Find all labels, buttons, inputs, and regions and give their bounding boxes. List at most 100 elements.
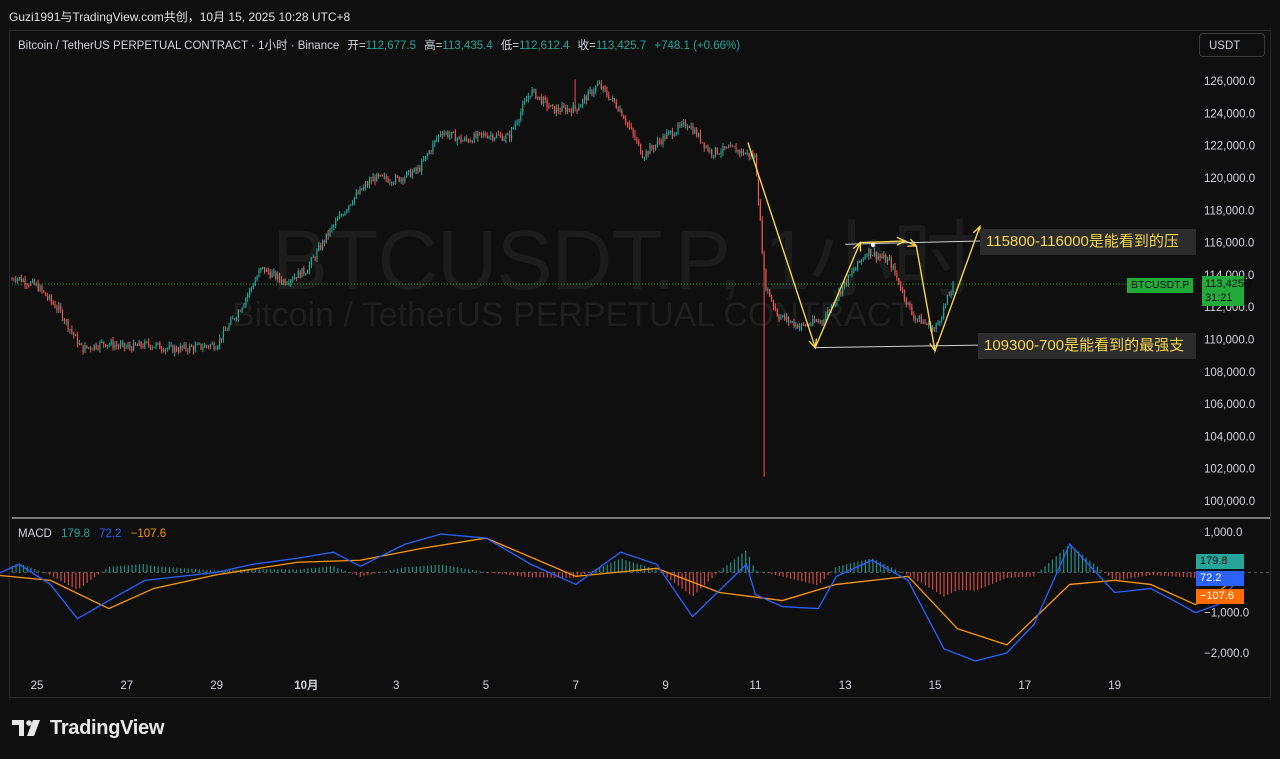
candle-body bbox=[297, 271, 299, 279]
candle-body bbox=[862, 258, 864, 260]
macd-histogram-bar bbox=[1122, 572, 1125, 580]
macd-histogram-bar bbox=[782, 572, 784, 577]
macd-histogram-bar bbox=[30, 567, 32, 573]
candle-body bbox=[664, 135, 666, 139]
macd-histogram-bar bbox=[191, 568, 193, 573]
candle-body bbox=[260, 267, 262, 271]
candle-body bbox=[920, 315, 922, 324]
macd-histogram-bar bbox=[419, 566, 421, 573]
macd-histogram-bar bbox=[632, 562, 635, 573]
candle-body bbox=[744, 153, 746, 155]
candle-body bbox=[926, 323, 928, 325]
high-label: 高= bbox=[424, 40, 443, 52]
macd-axis-label: −2,000.0 bbox=[1204, 648, 1249, 660]
candle-body bbox=[350, 204, 352, 206]
candle-body bbox=[235, 318, 238, 320]
macd-histogram-bar bbox=[228, 570, 230, 573]
candle-body bbox=[155, 343, 157, 347]
candle-body bbox=[366, 183, 369, 186]
macd-histogram-bar bbox=[681, 572, 683, 589]
candle-body bbox=[187, 349, 189, 352]
macd-histogram-bar bbox=[696, 572, 698, 593]
candle-body bbox=[63, 319, 65, 322]
drawings[interactable] bbox=[747, 142, 982, 354]
candle-body bbox=[883, 255, 885, 258]
candle-body bbox=[649, 145, 651, 155]
candle-body bbox=[466, 138, 468, 140]
candle-body bbox=[707, 146, 709, 151]
candle-body bbox=[943, 306, 945, 318]
candle-body bbox=[411, 171, 413, 178]
candle-body bbox=[138, 341, 140, 346]
candle-body bbox=[217, 346, 219, 349]
candle-body bbox=[426, 154, 428, 157]
candle-body bbox=[449, 135, 451, 137]
tradingview-logo[interactable]: TradingView bbox=[12, 716, 164, 740]
macd-histogram-bar bbox=[726, 565, 728, 573]
macd-histogram-bar bbox=[677, 572, 679, 586]
candle-body bbox=[43, 290, 45, 293]
time-axis-label: 10月 bbox=[294, 679, 318, 692]
candle-body bbox=[67, 320, 69, 330]
support-annotation[interactable]: 109300-700是能看到的最强支 bbox=[978, 333, 1196, 359]
candle-body bbox=[748, 152, 750, 157]
candle-body bbox=[284, 280, 286, 285]
hist-value-badge: −107.6 bbox=[1196, 589, 1244, 604]
candle-body bbox=[746, 152, 748, 154]
macd-histogram-bar bbox=[599, 567, 601, 573]
candle-body bbox=[121, 342, 123, 344]
price-axis-label: 122,000.0 bbox=[1204, 141, 1255, 153]
macd-histogram-bar bbox=[580, 572, 582, 576]
macd-histogram-bar bbox=[1160, 572, 1162, 576]
macd-histogram-bar bbox=[745, 550, 747, 573]
candle-body bbox=[638, 141, 640, 145]
candle-body bbox=[97, 348, 99, 350]
candle-body bbox=[735, 147, 737, 153]
candle-body bbox=[507, 134, 509, 136]
resistance-annotation[interactable]: 115800-116000是能看到的压 bbox=[980, 229, 1196, 255]
macd-histogram-bar bbox=[296, 569, 298, 573]
low-label: 低= bbox=[500, 40, 520, 52]
time-axis-label: 5 bbox=[483, 680, 489, 692]
macd-histogram-bar bbox=[195, 569, 197, 573]
candle-body bbox=[389, 182, 391, 184]
candle-body bbox=[134, 342, 137, 345]
macd-histogram-bar bbox=[872, 558, 874, 573]
last-price-box: 113,425.7 31:21 bbox=[1202, 276, 1253, 306]
macd-histogram-bar bbox=[116, 566, 118, 573]
candle-body bbox=[237, 311, 239, 319]
macd-pane bbox=[0, 533, 1241, 662]
candle-body bbox=[724, 146, 726, 149]
candle-body bbox=[737, 150, 739, 153]
time-axis-label: 29 bbox=[210, 680, 223, 692]
candle-body bbox=[583, 96, 586, 100]
candle-body bbox=[726, 147, 728, 149]
candle-body bbox=[50, 295, 52, 302]
candle-body bbox=[484, 133, 486, 136]
candle-body bbox=[795, 324, 797, 327]
macd-histogram-bar bbox=[453, 566, 455, 573]
macd-histogram-bar bbox=[378, 572, 380, 573]
candle-body bbox=[381, 174, 384, 177]
macd-histogram-bar bbox=[1093, 563, 1095, 573]
candle-body bbox=[559, 111, 561, 113]
candle-body bbox=[641, 153, 644, 158]
candle-body bbox=[688, 126, 690, 128]
axes: 100,000.0 102,000.0 104,000.0 106,000.0 108,… bbox=[31, 76, 1256, 692]
macd-histogram-bar bbox=[804, 572, 807, 583]
macd-histogram-bar bbox=[49, 572, 51, 575]
candle-body bbox=[623, 115, 625, 119]
candle-body bbox=[318, 245, 320, 251]
macd-histogram-bar bbox=[389, 570, 391, 573]
macd-histogram-bar bbox=[150, 565, 152, 573]
macd-histogram-bar bbox=[842, 565, 844, 573]
currency-button[interactable]: USDT bbox=[1199, 33, 1265, 57]
macd-histogram-bar bbox=[34, 569, 36, 573]
macd-histogram-bar bbox=[314, 567, 316, 573]
candle-body bbox=[604, 86, 606, 90]
macd-histogram-bar bbox=[610, 562, 612, 573]
candle-body bbox=[669, 131, 672, 133]
candle-body bbox=[108, 344, 110, 346]
candle-body bbox=[222, 329, 225, 340]
